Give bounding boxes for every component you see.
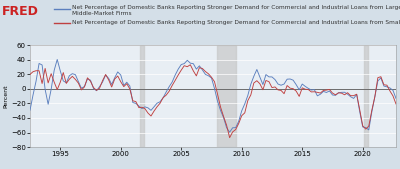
Text: Net Percentage of Domestic Banks Reporting Stronger Demand for Commercial and In: Net Percentage of Domestic Banks Reporti… [72,20,400,25]
Text: Net Percentage of Domestic Banks Reporting Stronger Demand for Commercial and In: Net Percentage of Domestic Banks Reporti… [72,5,400,16]
Text: FRED: FRED [2,5,39,18]
Bar [216,45,236,147]
Bar [364,45,368,147]
Y-axis label: Percent: Percent [3,84,8,108]
Bar [140,45,144,147]
